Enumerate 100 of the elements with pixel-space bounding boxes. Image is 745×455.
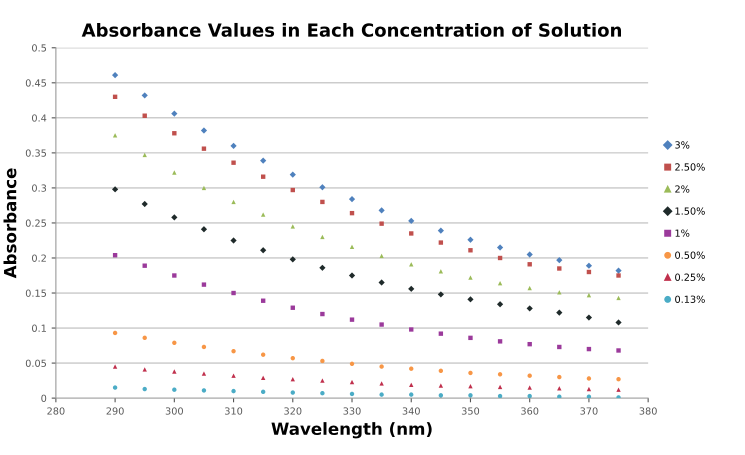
y-tick-label: 0.25 — [26, 219, 46, 227]
point — [319, 264, 326, 271]
point — [557, 344, 562, 350]
point — [408, 218, 414, 224]
y-tick-label: 0.05 — [26, 360, 46, 367]
legend-label: 0.50% — [675, 251, 705, 259]
point — [260, 376, 266, 380]
legend-label: 1.50% — [676, 207, 705, 215]
x-tick-label: 350 — [462, 407, 480, 415]
point — [526, 251, 533, 258]
point — [231, 290, 236, 296]
point — [408, 286, 414, 292]
x-tick-label: 280 — [47, 407, 65, 415]
point — [468, 336, 473, 340]
point — [379, 221, 384, 226]
point — [379, 364, 384, 369]
point — [231, 200, 236, 204]
point — [142, 367, 147, 372]
point — [528, 286, 532, 290]
point — [498, 281, 502, 286]
point — [378, 207, 385, 214]
point — [438, 228, 444, 234]
point — [320, 378, 325, 383]
point — [290, 377, 295, 382]
point — [290, 171, 296, 178]
point — [290, 390, 295, 395]
point — [586, 270, 592, 274]
point — [438, 368, 444, 373]
point — [616, 296, 621, 300]
point — [112, 252, 118, 258]
point — [350, 317, 354, 322]
point — [438, 393, 444, 398]
point — [468, 384, 473, 388]
point — [468, 370, 473, 376]
point — [142, 386, 147, 392]
point — [615, 319, 622, 326]
point — [172, 369, 177, 374]
point — [557, 394, 562, 398]
point — [142, 200, 148, 208]
x-tick-label: 300 — [166, 407, 183, 415]
point — [290, 256, 296, 262]
point — [498, 372, 502, 376]
legend-label: 2.50% — [675, 163, 705, 171]
y-tick-label: 0.5 — [32, 44, 46, 52]
x-tick-label: 360 — [521, 407, 538, 415]
legend-label: 0.13% — [675, 296, 705, 303]
point — [557, 266, 562, 271]
point — [438, 383, 444, 388]
x-tick-label: 370 — [580, 407, 598, 415]
point — [171, 214, 178, 220]
point — [231, 388, 236, 394]
point — [112, 385, 118, 390]
point — [320, 358, 325, 364]
x-axis-title: Wavelength (nm) — [271, 422, 432, 438]
point — [348, 272, 356, 279]
point — [498, 384, 502, 390]
point — [498, 339, 502, 344]
point — [586, 386, 592, 392]
y-axis-title: Absorbance — [4, 168, 16, 278]
point — [172, 170, 177, 175]
point — [230, 237, 237, 244]
point — [586, 292, 592, 298]
point — [467, 296, 474, 302]
point — [260, 298, 266, 303]
point — [260, 157, 266, 164]
point — [142, 92, 148, 99]
point — [112, 94, 118, 100]
point — [498, 394, 502, 398]
point — [320, 234, 325, 240]
point — [528, 262, 532, 266]
point — [379, 392, 384, 397]
point — [231, 348, 236, 354]
point — [202, 371, 206, 376]
point — [112, 133, 118, 138]
point — [142, 152, 147, 158]
point — [468, 275, 473, 280]
point — [379, 322, 384, 327]
point — [319, 184, 326, 190]
y-tick-label: 0.2 — [32, 254, 46, 262]
point — [526, 305, 533, 312]
point — [586, 346, 592, 352]
point — [616, 377, 621, 382]
chart-title: Absorbance Values in Each Concentration of Solution — [82, 22, 621, 37]
legend-label: 1% — [676, 229, 690, 237]
point — [202, 186, 206, 190]
legend-label: 2% — [675, 185, 690, 193]
y-tick-label: 0.4 — [32, 114, 46, 122]
point — [202, 388, 206, 393]
point — [409, 262, 414, 266]
y-tick-label: 0.35 — [26, 149, 46, 157]
point — [142, 263, 147, 268]
point — [350, 210, 354, 216]
point — [496, 244, 504, 251]
point — [231, 374, 236, 378]
point — [438, 291, 444, 298]
point — [528, 394, 532, 398]
point — [409, 392, 414, 397]
x-tick-label: 310 — [225, 407, 242, 415]
point — [202, 282, 206, 287]
x-tick-label: 340 — [402, 407, 420, 415]
